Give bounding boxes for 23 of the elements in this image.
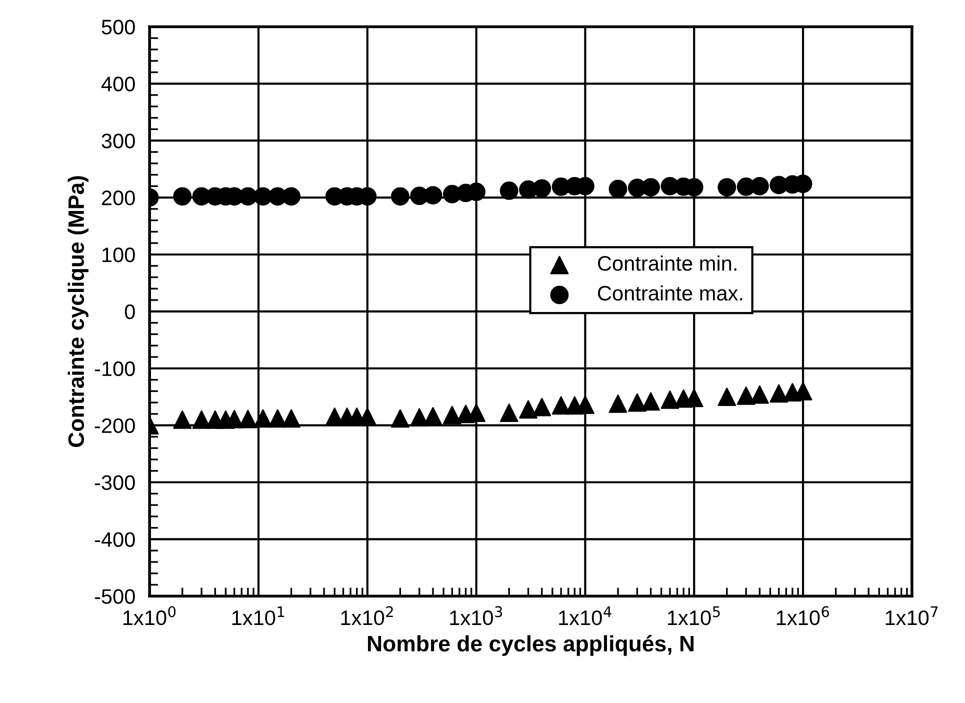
y-tick-label: 500 — [102, 20, 135, 34]
x-tick-label: 1x10$^{5}$ — [668, 606, 720, 626]
y-tick-label: 400 — [101, 76, 135, 92]
x-tick-label: 1x10$^{6}$ — [776, 606, 830, 626]
y-axis-title: Contrainte cyclique (MPa) — [68, 176, 88, 447]
y-tick-label: 100 — [102, 247, 135, 262]
legend-label: Contrainte max. — [598, 285, 742, 301]
x-axis-title: Nombre de cycles appliqués, N — [368, 635, 694, 656]
x-tick-label: 1x10$^{3}$ — [450, 606, 502, 626]
x-tick-label: 1x10$^{4}$ — [559, 606, 612, 626]
y-tick-label: 300 — [102, 134, 135, 148]
x-tick-label: 1x10$^{1}$ — [232, 606, 284, 626]
y-tick-label: -300 — [94, 475, 135, 490]
y-tick-label: 0 — [124, 304, 135, 320]
x-tick-label: 1x10$^{0}$ — [123, 606, 176, 626]
x-tick-label: 1x10$^{7}$ — [886, 606, 938, 626]
y-tick-label: -400 — [94, 532, 135, 547]
y-tick-label: -500 — [94, 589, 135, 604]
y-tick-label: -100 — [94, 361, 135, 376]
legend-label: Contrainte min. — [598, 255, 736, 271]
y-tick-label: 200 — [102, 190, 135, 206]
y-tick-label: -200 — [94, 418, 135, 434]
x-tick-label: 1x10$^{2}$ — [341, 606, 393, 626]
